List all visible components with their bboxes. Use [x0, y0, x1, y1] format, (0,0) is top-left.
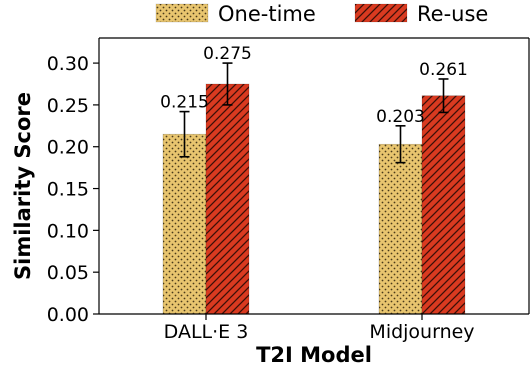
- legend-label-re-use: Re-use: [417, 2, 488, 26]
- y-tick-label-1: 0.05: [47, 262, 89, 284]
- y-tick-label-6: 0.30: [47, 53, 89, 75]
- data-label-one-time-0: 0.215: [160, 93, 209, 113]
- data-label-re-use-1: 0.261: [419, 60, 468, 80]
- data-label-re-use-0: 0.275: [203, 44, 252, 64]
- legend: One-time Re-use: [155, 2, 488, 26]
- legend-swatch-re-use: [354, 3, 408, 23]
- error-bars: [179, 62, 449, 164]
- y-tick-label-4: 0.20: [47, 137, 89, 159]
- bar-one-time-0: [163, 134, 206, 314]
- legend-swatch-one-time: [155, 3, 209, 23]
- y-tick-label-0: 0.00: [47, 304, 89, 326]
- y-axis-title: Similarity Score: [11, 92, 35, 280]
- y-tick-label-2: 0.10: [47, 220, 89, 242]
- data-label-one-time-1: 0.203: [376, 107, 425, 127]
- x-tick-label-0: DALL·E 3: [164, 321, 249, 343]
- bar-re-use-0: [206, 84, 249, 314]
- bar-re-use-1: [422, 95, 465, 314]
- x-tick-label-1: Midjourney: [369, 321, 474, 343]
- bar-one-time-1: [379, 144, 422, 314]
- axes: 0.00 0.05 0.10 0.15 0.20 0.25 0.30 DALL·E 3 Midj…: [47, 37, 530, 343]
- y-tick-label-3: 0.15: [47, 179, 89, 201]
- legend-label-one-time: One-time: [218, 2, 316, 26]
- data-labels: 0.215 0.203 0.275 0.261: [160, 44, 468, 127]
- x-axis-title: T2I Model: [256, 343, 372, 367]
- y-tick-label-5: 0.25: [47, 95, 89, 117]
